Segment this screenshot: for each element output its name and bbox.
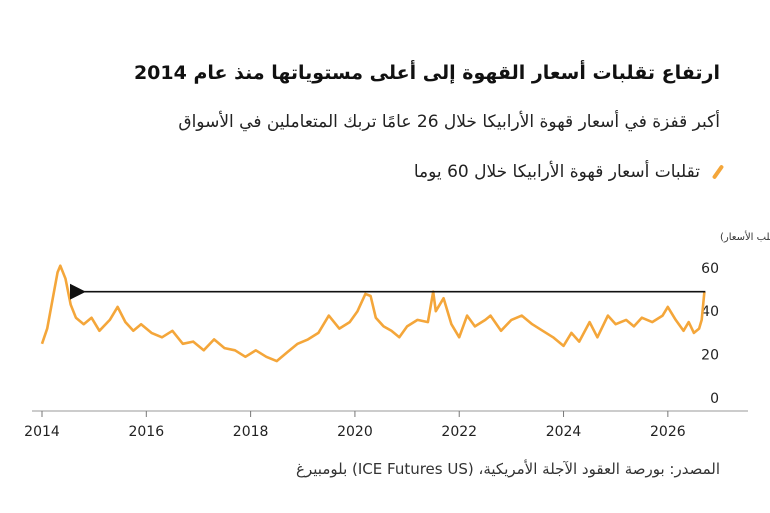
y-tick-label: 20 [701,348,719,364]
x-tick-label: 2014 [24,424,60,440]
chart-subtitle: أكبر قفزة في أسعار قهوة الأرابيكا خلال 2… [178,112,720,132]
x-tick-label: 2020 [337,424,373,440]
x-tick-label: 2024 [546,424,582,440]
y-tick-label: 40 [701,304,719,320]
x-tick-label: 2018 [233,424,269,440]
legend: تقلبات أسعار قهوة الأرابيكا خلال 60 يوما [40,162,725,182]
x-tick-label: 2026 [650,424,686,440]
x-tick-label: 2016 [128,424,164,440]
series-line [40,264,706,363]
x-tick-label: 2022 [441,424,477,440]
y-axis-label: (مؤشر تقلب الأسعار) [720,230,770,243]
legend-label: تقلبات أسعار قهوة الأرابيكا خلال 60 يوما [413,162,700,182]
chart-title: ارتفاع تقلبات أسعار القهوة إلى أعلى مستو… [133,62,720,84]
y-tick-label: 0 [710,391,719,407]
source-note: المصدر: بورصة العقود الآجلة الأمريكية، (… [296,460,720,478]
y-tick-label: 60 [701,261,719,277]
